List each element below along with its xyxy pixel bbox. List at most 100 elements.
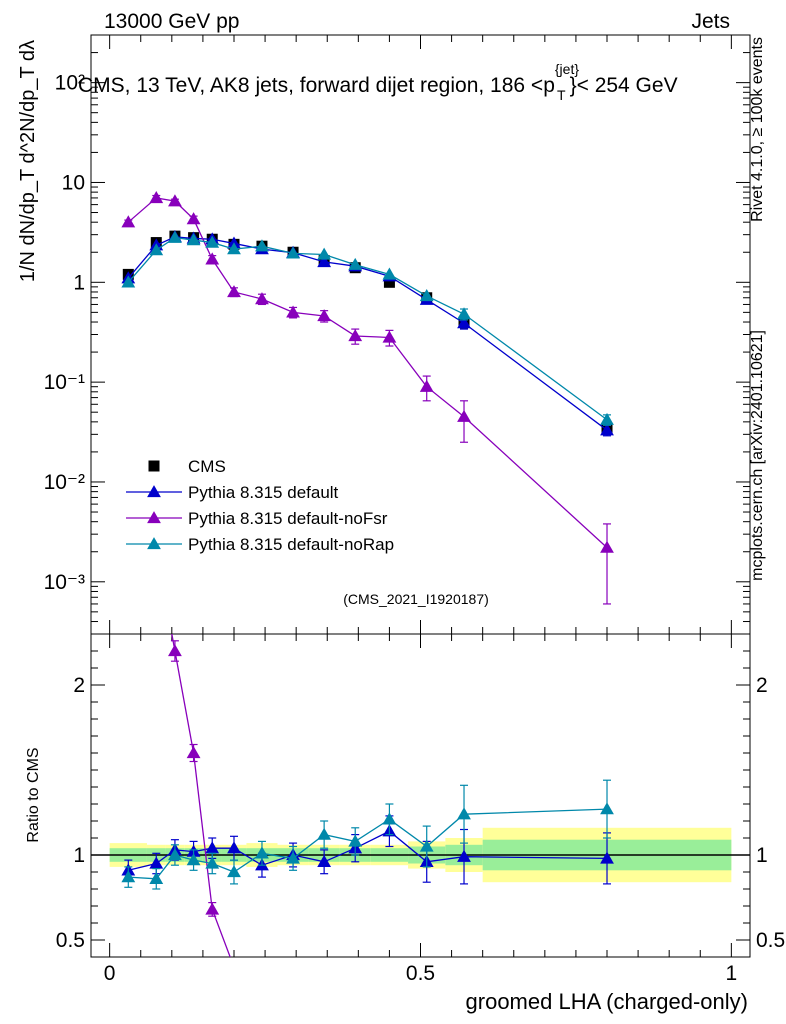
- main-y-axis-label: 1/N dN/dp_T d^2N/dp_T dλ: [17, 40, 39, 282]
- ratio-point-1-12: [457, 849, 471, 862]
- title-main: CMS, 13 TeV, AK8 jets, forward dijet reg…: [78, 74, 555, 97]
- point-2-12: [457, 409, 471, 422]
- plot-title: CMS, 13 TeV, AK8 jets, forward dijet reg…: [78, 61, 678, 103]
- ratio-point-2-3: [186, 746, 201, 759]
- series-line-1: [127, 236, 608, 431]
- ratio-point-2-5: [227, 960, 241, 972]
- ratio-point-2-0: [121, 452, 135, 464]
- point-2-0: [121, 215, 136, 228]
- ratio-point-3-12: [457, 807, 471, 820]
- side-text-top: Rivet 4.1.0, ≥ 100k events: [749, 37, 766, 222]
- point-2-7: [286, 305, 300, 318]
- analysis-tag: (CMS_2021_I1920187): [343, 591, 489, 607]
- legend-marker-cms: [148, 460, 160, 472]
- ratio-panel-series: [121, 452, 614, 1008]
- point-3-13: [600, 412, 614, 425]
- x-tick-label: 0: [104, 962, 116, 985]
- ratio-y-tick-label-right: 1: [756, 844, 768, 867]
- ratio-point-2-7: [286, 976, 300, 988]
- legend-marker-3: [147, 537, 161, 550]
- point-1-13: [600, 423, 614, 436]
- legend-label-2: Pythia 8.315 default-noFsr: [188, 509, 388, 528]
- ratio-point-3-5: [227, 865, 241, 878]
- ratio-point-3-8: [317, 827, 332, 840]
- legend: CMS Pythia 8.315 default Pythia 8.315 defa…: [126, 457, 394, 554]
- side-text-bottom: mcplots.cern.ch [arXiv:2401.10621]: [749, 330, 766, 581]
- x-axis-label: groomed LHA (charged-only): [466, 989, 748, 1014]
- header-left: 13000 GeV pp: [104, 10, 239, 33]
- ratio-series-3: [121, 779, 614, 890]
- point-3-6: [255, 239, 269, 252]
- legend-marker-1: [147, 485, 161, 498]
- ratio-point-3-1: [149, 871, 164, 884]
- series-1: [121, 229, 614, 437]
- ratio-point-3-6: [255, 846, 269, 859]
- title-tail: }< 254 GeV: [570, 74, 678, 97]
- point-2-9: [348, 329, 363, 342]
- point-3-7: [286, 246, 300, 259]
- ratio-point-3-2: [168, 848, 182, 861]
- axis-ticks: 0 0.5 1 10⁻³ 10⁻² 10⁻¹ 1 10 10² 0.5 0.5 1 1 2 2: [44, 34, 785, 985]
- main-panel-series: [121, 191, 614, 605]
- main-y-tick-label: 10²: [55, 72, 85, 95]
- point-1-12: [457, 316, 471, 329]
- ratio-point-1-13: [600, 851, 614, 864]
- point-2-2: [168, 194, 182, 207]
- ratio-point-3-9: [348, 834, 363, 847]
- text-labels: 13000 GeV pp Jets CMS, 13 TeV, AK8 jets, f…: [17, 10, 766, 1014]
- legend-label-1: Pythia 8.315 default: [188, 483, 339, 502]
- ratio-y-tick-label-right: 2: [756, 674, 768, 697]
- point-3-12: [457, 307, 471, 320]
- point-3-9: [348, 257, 363, 270]
- point-2-13: [600, 540, 614, 553]
- point-3-3: [186, 233, 201, 246]
- ratio-point-3-0: [121, 870, 136, 883]
- header-right: Jets: [691, 10, 730, 33]
- ratio-point-3-4: [205, 856, 220, 869]
- point-2-1: [149, 191, 164, 204]
- ratio-y-tick-label-left: 2: [73, 674, 85, 697]
- ratio-point-2-9: [348, 982, 362, 994]
- point-3-2: [168, 230, 182, 243]
- ratio-point-3-3: [186, 853, 201, 866]
- series-3: [121, 230, 614, 426]
- ratio-point-1-1: [149, 856, 164, 869]
- ratio-point-2-6: [255, 967, 269, 979]
- point-3-4: [205, 235, 220, 248]
- ratio-point-3-13: [600, 802, 614, 815]
- x-tick-label: 1: [726, 962, 738, 985]
- ratio-point-2-10: [383, 971, 397, 983]
- main-y-tick-label: 10⁻¹: [44, 371, 85, 394]
- ratio-y-tick-label-right: 0.5: [756, 929, 785, 952]
- point-2-11: [419, 379, 434, 392]
- ratio-point-2-11: [420, 996, 434, 1008]
- title-sup: {jet}: [555, 61, 579, 77]
- point-3-8: [317, 247, 332, 260]
- legend-marker-2: [147, 511, 161, 524]
- point-3-10: [382, 267, 397, 280]
- title-sub: T: [557, 87, 566, 103]
- ratio-point-3-7: [286, 851, 300, 864]
- main-y-tick-label: 10: [62, 171, 85, 194]
- point-3-5: [227, 242, 241, 255]
- point-3-1: [149, 243, 164, 256]
- point-3-0: [121, 275, 136, 288]
- series-0: [122, 230, 613, 435]
- ratio-y-tick-label-left: 0.5: [56, 929, 85, 952]
- point-2-3: [186, 212, 201, 225]
- ratio-point-1-8: [317, 854, 332, 867]
- main-y-tick-label: 10⁻²: [44, 471, 85, 494]
- ratio-point-2-2: [168, 644, 182, 657]
- main-y-tick-label: 1: [73, 271, 85, 294]
- ratio-point-1-4: [205, 841, 220, 854]
- point-2-4: [205, 252, 220, 265]
- main-y-tick-label: 10⁻³: [44, 571, 85, 594]
- ratio-point-3-11: [419, 839, 434, 852]
- ratio-panel-frame: [90, 633, 751, 958]
- ratio-point-2-8: [317, 971, 331, 983]
- ratio-point-3-10: [382, 812, 397, 825]
- ratio-y-axis-label: Ratio to CMS: [25, 747, 42, 842]
- series-line-3: [127, 236, 608, 421]
- ratio-line-2: [171, 634, 231, 957]
